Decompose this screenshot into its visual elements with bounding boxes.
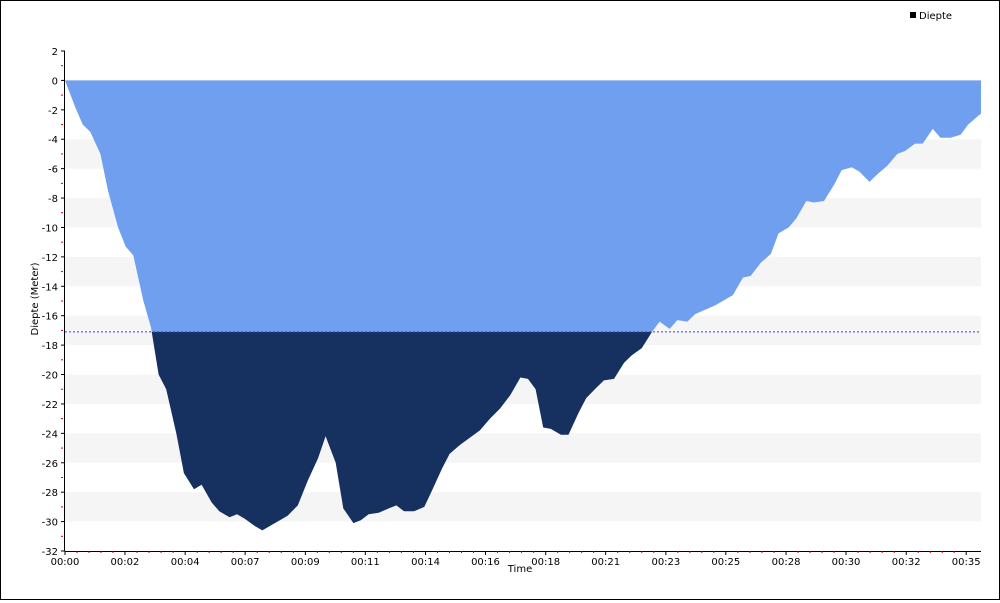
y-tick-label: -10: [42, 223, 58, 234]
y-tick-label: -20: [42, 371, 58, 382]
y-tick-label: -14: [42, 282, 58, 293]
x-tick-label: 00:21: [591, 557, 620, 568]
x-tick-label: 00:28: [772, 557, 801, 568]
depth-area-upper: [65, 80, 981, 332]
x-tick-label: 00:23: [651, 557, 680, 568]
y-tick-label: -6: [48, 165, 58, 176]
y-tick-label: -8: [48, 194, 58, 205]
legend-entry-diepte: Diepte: [919, 11, 952, 22]
y-tick-label: -4: [48, 135, 58, 146]
x-tick-label: 00:07: [231, 557, 260, 568]
y-tick-label: -2: [48, 106, 58, 117]
x-tick-label: 00:35: [952, 557, 981, 568]
x-tick-label: 00:11: [351, 557, 380, 568]
y-axis-ticks: 2 0 -2 -4 -6 -8 -10 -12 -14 -16 -18 -20 -22 -24 -26 -28…: [42, 47, 65, 558]
depth-area-lower: [151, 331, 653, 531]
x-tick-label: 00:00: [51, 557, 80, 568]
x-axis-title: Time: [507, 564, 532, 575]
x-axis-ticks: 00:00 00:02 00:04 00:07 00:09 00:11 00:14 00:16…: [51, 551, 981, 568]
plot-area: [65, 80, 981, 531]
y-tick-label: -30: [42, 518, 58, 529]
y-tick-label: -32: [42, 547, 58, 558]
x-tick-label: 00:04: [171, 557, 200, 568]
grid-band: [65, 492, 981, 522]
y-tick-label: -18: [42, 341, 58, 352]
y-tick-label: 0: [52, 76, 58, 87]
axes: [64, 51, 981, 552]
y-tick-label: -16: [42, 312, 58, 323]
y-tick-label: -12: [42, 253, 58, 264]
x-tick-label: 00:14: [411, 557, 440, 568]
x-tick-label: 00:02: [111, 557, 140, 568]
y-tick-label: -24: [42, 429, 58, 440]
y-tick-label: -22: [42, 400, 58, 411]
x-tick-label: 00:09: [291, 557, 320, 568]
y-tick-label: -26: [42, 459, 58, 470]
x-tick-label: 00:32: [892, 557, 921, 568]
x-tick-label: 00:18: [531, 557, 560, 568]
x-tick-label: 00:16: [471, 557, 500, 568]
y-tick-label: 2: [52, 47, 58, 58]
y-axis-title: Diepte (Meter): [30, 262, 41, 335]
x-tick-label: 00:25: [711, 557, 740, 568]
legend: Diepte: [910, 11, 952, 22]
legend-swatch: [910, 12, 916, 18]
y-tick-label: -28: [42, 488, 58, 499]
x-tick-label: 00:30: [832, 557, 861, 568]
